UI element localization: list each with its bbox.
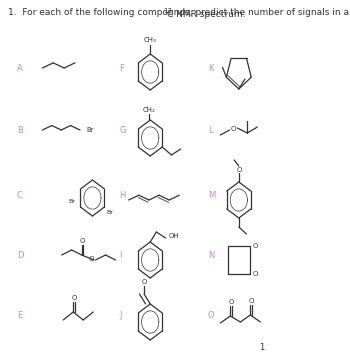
Text: C: C: [17, 191, 23, 200]
Text: O: O: [229, 299, 234, 305]
Text: C NMR spectrum:: C NMR spectrum:: [167, 10, 246, 19]
Text: Br: Br: [68, 199, 75, 204]
Text: O: O: [80, 238, 85, 244]
Text: N: N: [208, 251, 214, 260]
Text: Br: Br: [86, 127, 94, 133]
Text: K: K: [208, 64, 213, 72]
Text: G: G: [119, 126, 126, 135]
Text: L: L: [208, 126, 212, 135]
Text: O: O: [253, 243, 258, 249]
Text: O: O: [71, 295, 77, 301]
Text: 13: 13: [163, 8, 172, 14]
Text: E: E: [17, 311, 22, 320]
Text: F: F: [119, 64, 124, 72]
Text: O: O: [208, 311, 215, 320]
Text: O: O: [141, 279, 147, 285]
Text: O: O: [88, 256, 93, 262]
Text: Br: Br: [107, 210, 114, 215]
Text: 1.  For each of the following compounds, predict the number of signals in a: 1. For each of the following compounds, …: [8, 8, 350, 17]
Text: O: O: [253, 271, 258, 277]
Text: OH: OH: [169, 233, 179, 239]
Text: O: O: [231, 126, 236, 132]
Text: 1: 1: [259, 343, 265, 352]
Text: D: D: [17, 251, 23, 260]
Text: J: J: [119, 311, 122, 320]
Text: CH₂: CH₂: [142, 107, 155, 113]
Text: I: I: [119, 251, 122, 260]
Text: CH₃: CH₃: [144, 37, 156, 43]
Text: H: H: [119, 191, 126, 200]
Text: A: A: [17, 64, 23, 72]
Text: O: O: [237, 167, 242, 173]
Text: B: B: [17, 126, 23, 135]
Text: O: O: [248, 298, 254, 304]
Text: M: M: [208, 191, 215, 200]
